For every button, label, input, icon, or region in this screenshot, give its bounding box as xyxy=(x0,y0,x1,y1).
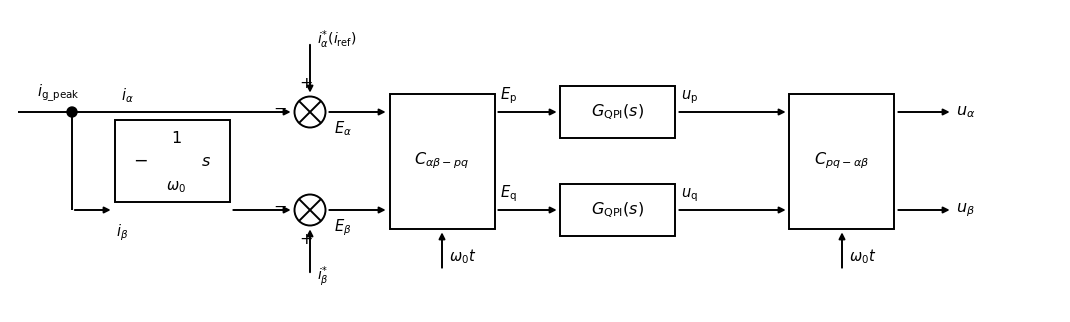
Text: $u_{\mathrm{p}}$: $u_{\mathrm{p}}$ xyxy=(682,89,699,106)
Circle shape xyxy=(67,107,77,117)
Bar xyxy=(561,86,675,138)
Text: $C_{\alpha\beta-pq}$: $C_{\alpha\beta-pq}$ xyxy=(414,151,470,171)
Text: $G_{\mathrm{QPI}}(s)$: $G_{\mathrm{QPI}}(s)$ xyxy=(592,102,644,122)
Text: $-$: $-$ xyxy=(273,198,287,213)
Text: $E_{\alpha}$: $E_{\alpha}$ xyxy=(334,119,351,138)
Text: $i_{\beta}$: $i_{\beta}$ xyxy=(116,222,128,242)
Text: $u_{\mathrm{q}}$: $u_{\mathrm{q}}$ xyxy=(682,186,699,204)
Text: $+$: $+$ xyxy=(300,75,312,90)
Text: $-$: $-$ xyxy=(273,100,287,116)
Circle shape xyxy=(294,194,325,225)
Text: $G_{\mathrm{QPI}}(s)$: $G_{\mathrm{QPI}}(s)$ xyxy=(592,200,644,220)
Text: $i_{\beta}^{*}$: $i_{\beta}^{*}$ xyxy=(317,265,328,289)
Text: $-$: $-$ xyxy=(133,151,148,169)
Text: $i_{\alpha}$: $i_{\alpha}$ xyxy=(121,86,134,105)
Bar xyxy=(561,184,675,236)
Bar xyxy=(114,120,229,202)
Bar xyxy=(389,93,494,229)
Text: $s$: $s$ xyxy=(201,154,211,168)
Text: $E_{\mathrm{q}}$: $E_{\mathrm{q}}$ xyxy=(501,184,518,204)
Text: $\omega_0 t$: $\omega_0 t$ xyxy=(449,247,476,266)
Bar xyxy=(790,93,895,229)
Text: $1$: $1$ xyxy=(170,130,182,146)
Text: $+$: $+$ xyxy=(300,232,312,247)
Text: $u_{\beta}$: $u_{\beta}$ xyxy=(957,201,976,219)
Text: $u_{\alpha}$: $u_{\alpha}$ xyxy=(957,104,976,120)
Text: $C_{pq-\alpha\beta}$: $C_{pq-\alpha\beta}$ xyxy=(814,151,870,171)
Text: $i_{\mathrm{g\_peak}}$: $i_{\mathrm{g\_peak}}$ xyxy=(37,83,79,104)
Text: $\omega_0$: $\omega_0$ xyxy=(166,179,186,195)
Text: $E_{\beta}$: $E_{\beta}$ xyxy=(334,217,351,238)
Circle shape xyxy=(294,97,325,128)
Text: $i_{\alpha}^{*}(i_{\mathrm{ref}})$: $i_{\alpha}^{*}(i_{\mathrm{ref}})$ xyxy=(317,29,357,51)
Text: $\omega_0 t$: $\omega_0 t$ xyxy=(849,247,876,266)
Text: $E_{\mathrm{p}}$: $E_{\mathrm{p}}$ xyxy=(501,85,518,106)
